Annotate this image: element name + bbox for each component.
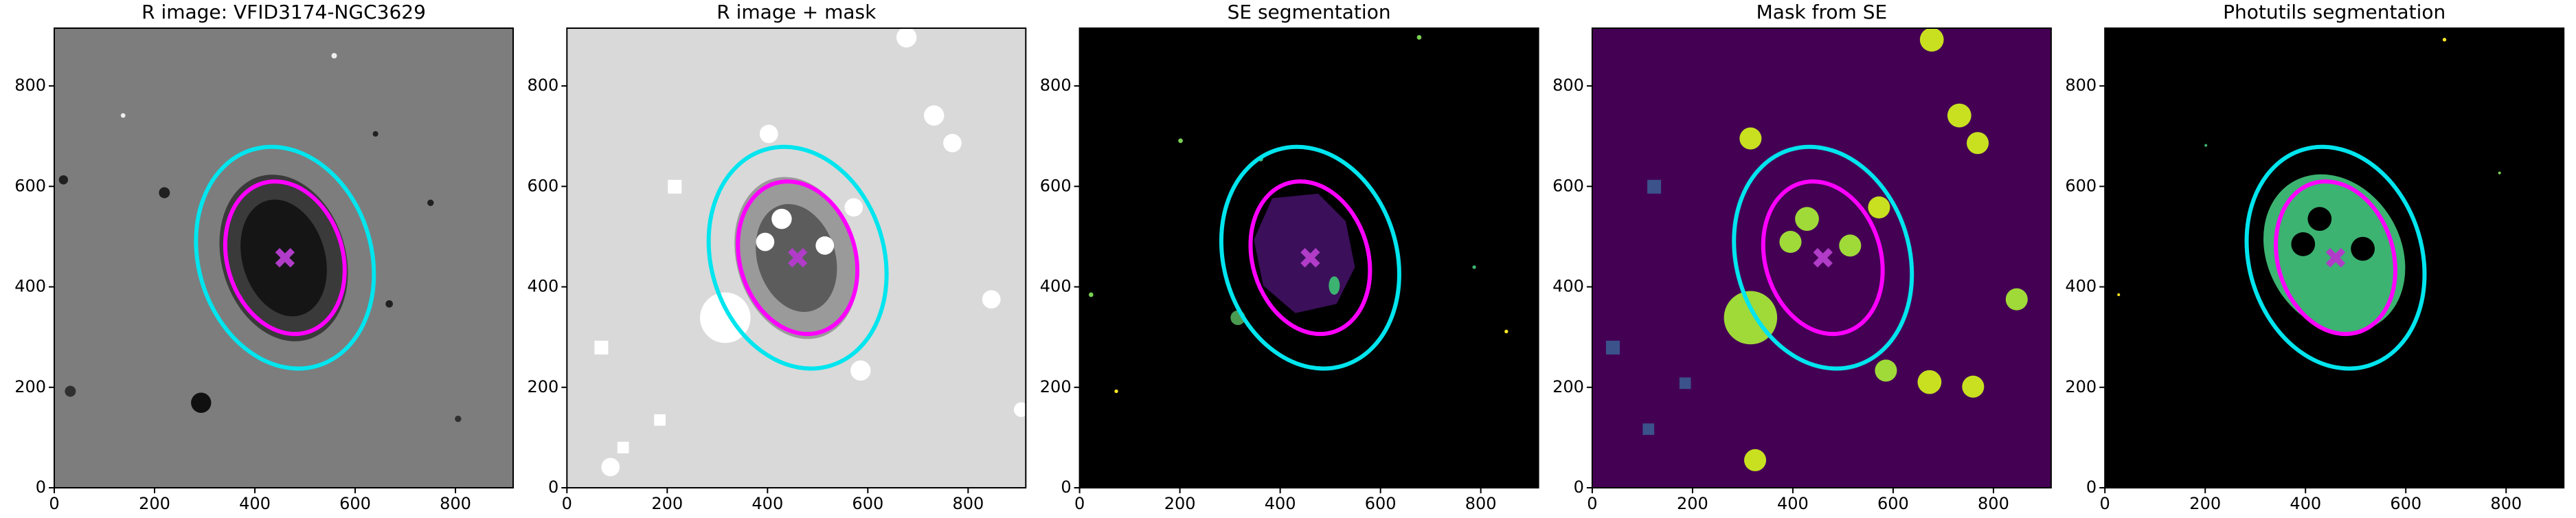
axes-frame [2104, 27, 2565, 488]
panel-title: Photutils segmentation [2223, 1, 2445, 23]
x-tick-label: 200 [1677, 494, 1708, 513]
y-tick-label: 0 [1061, 477, 1071, 497]
y-tick-label: 0 [36, 477, 46, 497]
ellipse [2244, 144, 2427, 371]
x-tick-label: 0 [1587, 494, 1597, 513]
y-tick-label: 400 [2065, 277, 2097, 296]
y-tick-label: 600 [527, 176, 558, 195]
y-tick-label: 400 [527, 277, 558, 296]
x-tick-label: 600 [2390, 494, 2421, 513]
center-marker [1813, 247, 1833, 268]
ellipse [223, 179, 347, 337]
center-marker [275, 247, 295, 268]
image-content [1605, 28, 2028, 471]
axes-frame [1591, 27, 2052, 488]
x-tick-label: 600 [1365, 494, 1397, 513]
y-tick-label: 600 [1552, 176, 1584, 195]
y-tick-label: 200 [14, 377, 46, 396]
ellipse [1219, 144, 1401, 371]
panel-title: R image + mask [716, 1, 877, 23]
x-tick-label: 400 [2290, 494, 2321, 513]
y-tick-label: 800 [14, 76, 46, 95]
center-marker [2325, 247, 2346, 268]
ellipse [2274, 179, 2397, 337]
y-tick-label: 600 [1040, 176, 1072, 195]
y-tick-label: 0 [2086, 477, 2097, 497]
y-tick-label: 200 [2065, 377, 2097, 396]
ellipse [1732, 144, 1914, 371]
y-tick-label: 800 [1552, 76, 1584, 95]
x-tick-label: 400 [1777, 494, 1809, 513]
y-tick-label: 0 [548, 477, 558, 497]
x-tick-label: 200 [139, 494, 170, 513]
y-tick-label: 800 [527, 76, 558, 95]
x-tick-label: 800 [440, 494, 471, 513]
y-tick-label: 600 [14, 176, 46, 195]
x-tick-label: 0 [49, 494, 59, 513]
x-tick-label: 800 [2490, 494, 2522, 513]
ellipse [706, 144, 889, 371]
y-tick-label: 400 [1552, 277, 1584, 296]
y-tick-label: 200 [1552, 377, 1584, 396]
panel-title: SE segmentation [1228, 1, 1391, 23]
x-tick-label: 400 [239, 494, 271, 513]
y-tick-label: 200 [527, 377, 558, 396]
axes-frame [566, 27, 1027, 488]
ellipse [1761, 179, 1885, 337]
x-tick-label: 400 [752, 494, 783, 513]
center-marker [787, 247, 808, 268]
y-tick-label: 800 [1040, 76, 1072, 95]
x-tick-label: 200 [2189, 494, 2221, 513]
x-tick-label: 600 [339, 494, 371, 513]
ellipse [1248, 179, 1372, 337]
ellipse [194, 144, 376, 371]
center-marker [1300, 247, 1320, 268]
x-tick-label: 800 [1978, 494, 2009, 513]
x-tick-label: 0 [2100, 494, 2110, 513]
x-tick-label: 800 [952, 494, 984, 513]
x-tick-label: 800 [1465, 494, 1497, 513]
x-tick-label: 0 [562, 494, 572, 513]
axes-frame [54, 27, 514, 488]
panel-title: Mask from SE [1756, 1, 1888, 23]
panel-title: R image: VFID3174-NGC3629 [142, 1, 426, 23]
x-tick-label: 200 [1164, 494, 1196, 513]
x-tick-label: 400 [1265, 494, 1296, 513]
y-tick-label: 400 [14, 277, 46, 296]
x-tick-label: 0 [1074, 494, 1085, 513]
y-tick-label: 0 [1574, 477, 1584, 497]
y-tick-label: 800 [2065, 76, 2097, 95]
y-tick-label: 600 [2065, 176, 2097, 195]
ellipse [736, 179, 860, 337]
x-tick-label: 600 [852, 494, 883, 513]
x-tick-label: 200 [651, 494, 683, 513]
y-tick-label: 200 [1040, 377, 1072, 396]
x-tick-label: 600 [1877, 494, 1909, 513]
y-tick-label: 400 [1040, 277, 1072, 296]
axes-frame [1078, 27, 1539, 488]
